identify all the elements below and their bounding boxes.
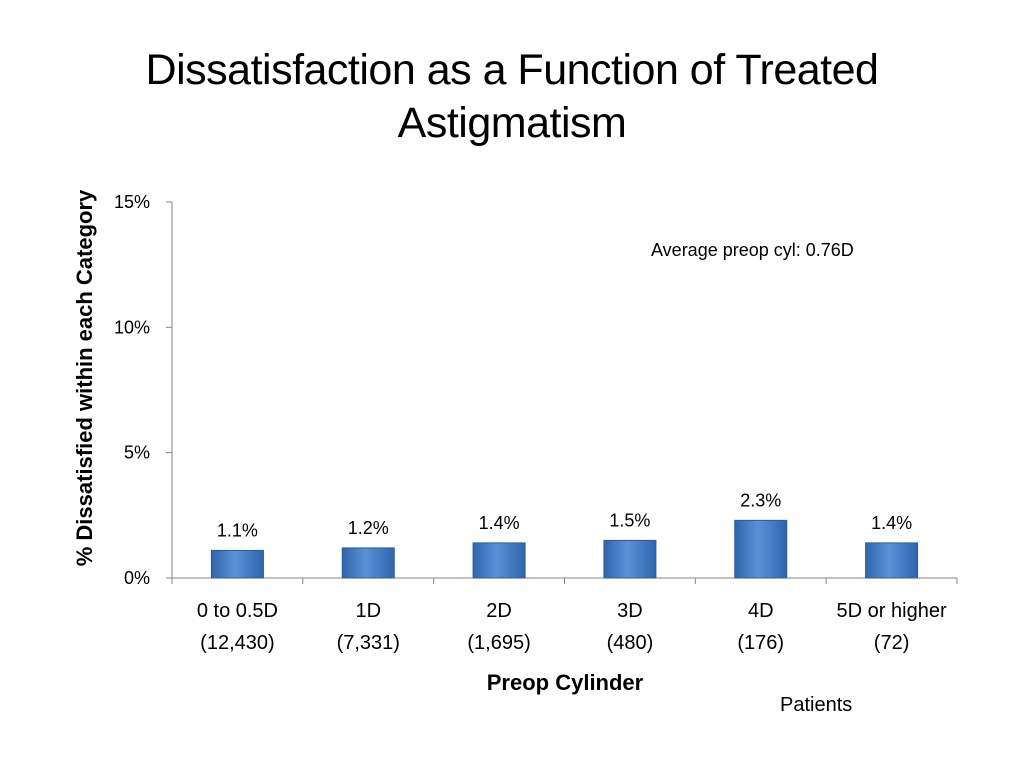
x-category-count: (72) xyxy=(874,632,910,654)
slide-title: Dissatisfaction as a Function of Treated… xyxy=(145,46,879,147)
x-category-label: 4D xyxy=(748,600,774,622)
x-category-label: 3D xyxy=(617,600,643,622)
y-tick-label: 0% xyxy=(124,568,150,588)
chart-axes xyxy=(166,201,958,584)
y-tick-label: 10% xyxy=(114,317,150,337)
x-category-count: (176) xyxy=(737,632,784,654)
average-annotation: Average preop cyl: 0.76D xyxy=(651,240,854,260)
bar-value-label: 1.2% xyxy=(348,518,389,538)
bar-value-label: 1.1% xyxy=(217,520,258,540)
x-category-label: 0 to 0.5D xyxy=(197,600,278,622)
x-category-count: (12,430) xyxy=(200,632,275,654)
y-tick-label: 5% xyxy=(124,443,150,463)
chart-bars xyxy=(210,519,919,579)
x-category-count: (7,331) xyxy=(337,632,400,654)
x-category-label: 5D or higher xyxy=(837,600,947,622)
y-axis-title: % Dissatisfied within each Category xyxy=(72,189,97,566)
bar xyxy=(472,542,526,579)
x-category-label: 2D xyxy=(486,600,512,622)
y-tick-label: 15% xyxy=(114,192,150,212)
x-category-count: (480) xyxy=(607,632,654,654)
x-category-count: (1,695) xyxy=(467,632,530,654)
bar xyxy=(210,549,264,579)
bar-value-label: 1.5% xyxy=(609,510,650,530)
x-category-label: 1D xyxy=(355,600,381,622)
bar-value-label: 1.4% xyxy=(871,513,912,533)
bar xyxy=(603,539,657,579)
bar-value-label: 1.4% xyxy=(479,513,520,533)
patients-note: Patients xyxy=(780,694,853,716)
chart-labels: 0% 5% 10% 15% 1.1% 0 to 0.5D (12,430) 1.2% 1D (7,… xyxy=(114,192,947,654)
bar xyxy=(734,519,788,579)
x-axis-title: Preop Cylinder xyxy=(487,670,644,695)
bar-value-label: 2.3% xyxy=(740,490,781,510)
bar xyxy=(341,547,395,579)
bar xyxy=(865,542,919,579)
